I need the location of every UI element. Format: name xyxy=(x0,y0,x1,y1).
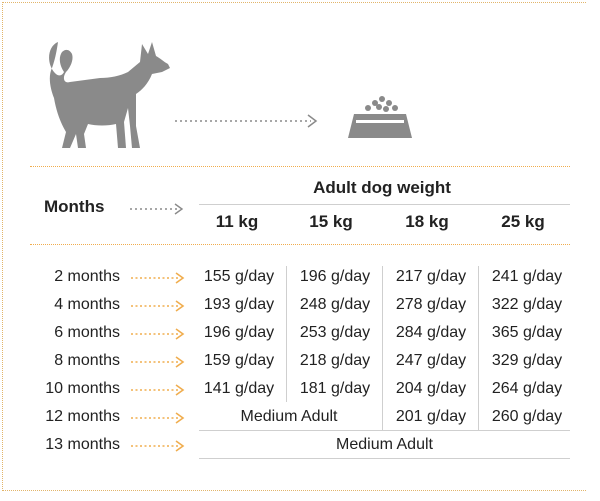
table-cell: 159 g/day xyxy=(203,352,275,369)
row-divider xyxy=(199,430,570,431)
divider xyxy=(30,244,570,245)
merged-cell: Medium Adult xyxy=(336,436,433,453)
food-bowl-icon xyxy=(348,96,412,138)
divider xyxy=(30,166,570,167)
table-cell: 155 g/day xyxy=(203,268,275,285)
table-cell: 278 g/day xyxy=(395,296,467,313)
row-divider xyxy=(199,458,570,459)
table-cell: 217 g/day xyxy=(395,268,467,285)
orange-arrow-icon xyxy=(131,440,185,452)
header-divider xyxy=(199,204,570,205)
table-cell: 260 g/day xyxy=(491,408,563,425)
dotted-arrow-icon xyxy=(130,203,184,215)
orange-arrow-icon xyxy=(131,272,185,284)
orange-arrow-icon xyxy=(131,356,185,368)
table-cell: 264 g/day xyxy=(491,380,563,397)
table-cell: 253 g/day xyxy=(299,324,371,341)
months-header: Months xyxy=(44,197,105,216)
orange-arrow-icon xyxy=(131,412,185,424)
row-label: 6 months xyxy=(54,324,120,341)
table-cell: 196 g/day xyxy=(203,324,275,341)
table-cell: 181 g/day xyxy=(299,380,371,397)
table-cell: 193 g/day xyxy=(203,296,275,313)
weight-header: 11 kg xyxy=(215,212,259,231)
adult-weight-header: Adult dog weight xyxy=(313,178,451,197)
table-cell: 322 g/day xyxy=(491,296,563,313)
table-cell: 196 g/day xyxy=(299,268,371,285)
weight-header: 15 kg xyxy=(309,212,353,231)
row-label: 8 months xyxy=(54,352,120,369)
weight-header: 18 kg xyxy=(405,212,449,231)
orange-arrow-icon xyxy=(131,300,185,312)
table-cell: 141 g/day xyxy=(203,380,275,397)
table-cell: 329 g/day xyxy=(491,352,563,369)
weight-header: 25 kg xyxy=(501,212,545,231)
table-cell: 284 g/day xyxy=(395,324,467,341)
table-cell: 204 g/day xyxy=(395,380,467,397)
column-separator xyxy=(286,266,287,402)
orange-arrow-icon xyxy=(131,384,185,396)
merged-cell: Medium Adult xyxy=(240,408,338,425)
row-label: 10 months xyxy=(45,380,120,397)
row-label: 4 months xyxy=(54,296,120,313)
dotted-arrow-icon xyxy=(175,114,318,128)
chart-frame xyxy=(2,2,586,491)
dog-silhouette-icon xyxy=(49,42,170,148)
table-cell: 248 g/day xyxy=(299,296,371,313)
table-cell: 241 g/day xyxy=(491,268,563,285)
table-cell: 247 g/day xyxy=(395,352,467,369)
row-label: 12 months xyxy=(45,408,120,425)
orange-arrow-icon xyxy=(131,328,185,340)
row-label: 13 months xyxy=(45,436,120,453)
table-cell: 218 g/day xyxy=(299,352,371,369)
table-cell: 201 g/day xyxy=(395,408,467,425)
column-separator xyxy=(382,266,383,430)
row-label: 2 months xyxy=(54,268,120,285)
column-separator xyxy=(478,266,479,430)
table-cell: 365 g/day xyxy=(491,324,563,341)
